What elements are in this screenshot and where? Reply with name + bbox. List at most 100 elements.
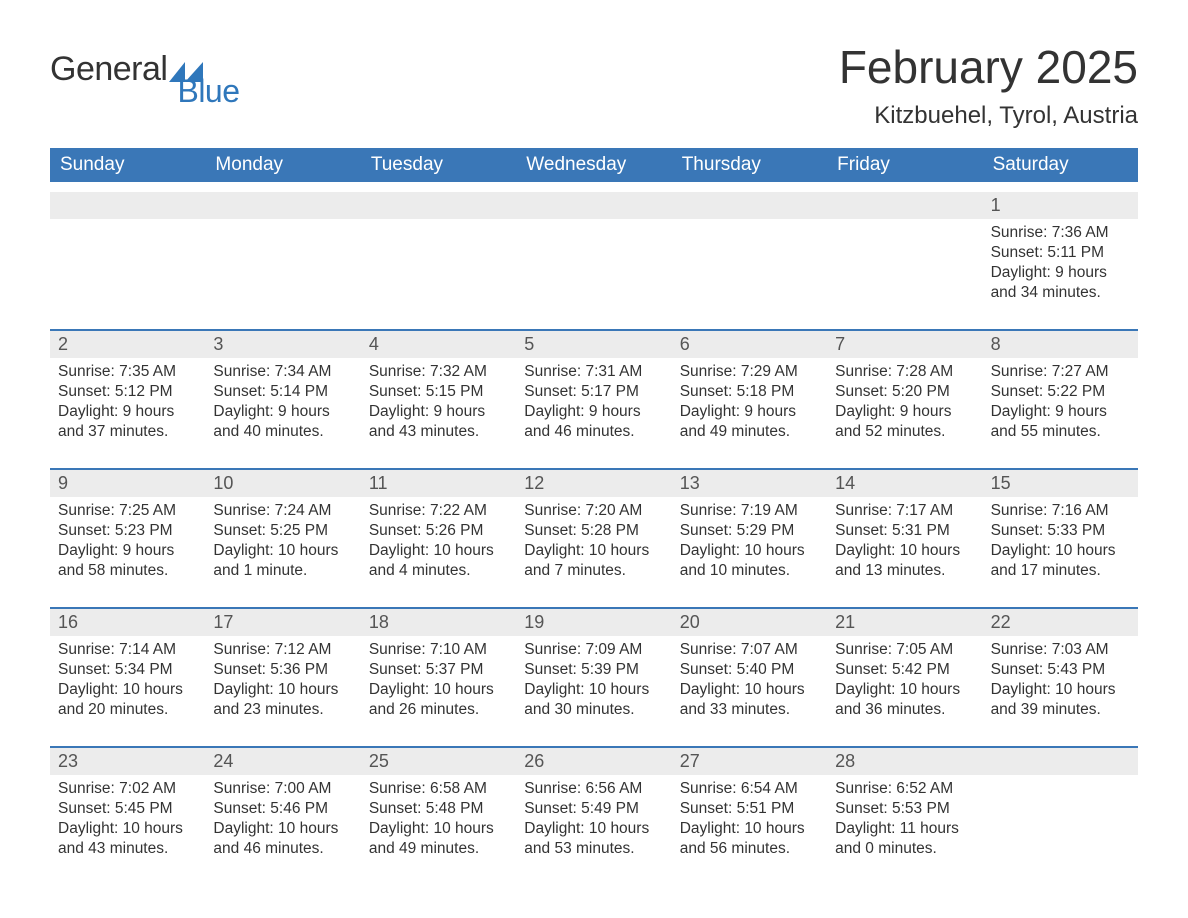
day-number: 5 bbox=[516, 331, 671, 358]
day-details: Sunrise: 7:03 AMSunset: 5:43 PMDaylight:… bbox=[983, 636, 1138, 736]
sunrise-line: Sunrise: 7:32 AM bbox=[369, 362, 508, 382]
sunrise-line: Sunrise: 7:12 AM bbox=[213, 640, 352, 660]
day-number: 16 bbox=[50, 609, 205, 636]
sunrise-line: Sunrise: 7:03 AM bbox=[991, 640, 1130, 660]
day-number: 12 bbox=[516, 470, 671, 497]
day-number bbox=[516, 192, 671, 219]
sunrise-line: Sunrise: 7:19 AM bbox=[680, 501, 819, 521]
day-number: 21 bbox=[827, 609, 982, 636]
week-block: 16171819202122Sunrise: 7:14 AMSunset: 5:… bbox=[50, 607, 1138, 736]
sunrise-line: Sunrise: 7:20 AM bbox=[524, 501, 663, 521]
day-details: Sunrise: 7:12 AMSunset: 5:36 PMDaylight:… bbox=[205, 636, 360, 736]
daylight-line: Daylight: 10 hours and 1 minute. bbox=[213, 541, 352, 581]
day-details: Sunrise: 6:54 AMSunset: 5:51 PMDaylight:… bbox=[672, 775, 827, 875]
daylight-line: Daylight: 10 hours and 46 minutes. bbox=[213, 819, 352, 859]
sunrise-line: Sunrise: 6:54 AM bbox=[680, 779, 819, 799]
day-details: Sunrise: 7:25 AMSunset: 5:23 PMDaylight:… bbox=[50, 497, 205, 597]
daylight-line: Daylight: 10 hours and 20 minutes. bbox=[58, 680, 197, 720]
day-details: Sunrise: 7:28 AMSunset: 5:20 PMDaylight:… bbox=[827, 358, 982, 458]
daylight-line: Daylight: 10 hours and 36 minutes. bbox=[835, 680, 974, 720]
day-details bbox=[361, 219, 516, 319]
day-number bbox=[827, 192, 982, 219]
sunrise-line: Sunrise: 7:07 AM bbox=[680, 640, 819, 660]
day-details: Sunrise: 7:17 AMSunset: 5:31 PMDaylight:… bbox=[827, 497, 982, 597]
week-block: 9101112131415Sunrise: 7:25 AMSunset: 5:2… bbox=[50, 468, 1138, 597]
day-details: Sunrise: 7:27 AMSunset: 5:22 PMDaylight:… bbox=[983, 358, 1138, 458]
sunrise-line: Sunrise: 7:35 AM bbox=[58, 362, 197, 382]
day-details-row: Sunrise: 7:25 AMSunset: 5:23 PMDaylight:… bbox=[50, 497, 1138, 597]
day-details: Sunrise: 7:20 AMSunset: 5:28 PMDaylight:… bbox=[516, 497, 671, 597]
daylight-line: Daylight: 10 hours and 23 minutes. bbox=[213, 680, 352, 720]
sunset-line: Sunset: 5:48 PM bbox=[369, 799, 508, 819]
day-details: Sunrise: 7:09 AMSunset: 5:39 PMDaylight:… bbox=[516, 636, 671, 736]
sunset-line: Sunset: 5:29 PM bbox=[680, 521, 819, 541]
day-number: 7 bbox=[827, 331, 982, 358]
sunrise-line: Sunrise: 7:10 AM bbox=[369, 640, 508, 660]
sunset-line: Sunset: 5:42 PM bbox=[835, 660, 974, 680]
day-details: Sunrise: 6:52 AMSunset: 5:53 PMDaylight:… bbox=[827, 775, 982, 875]
day-details: Sunrise: 7:00 AMSunset: 5:46 PMDaylight:… bbox=[205, 775, 360, 875]
day-details-row: Sunrise: 7:14 AMSunset: 5:34 PMDaylight:… bbox=[50, 636, 1138, 736]
daylight-line: Daylight: 9 hours and 43 minutes. bbox=[369, 402, 508, 442]
daylight-line: Daylight: 9 hours and 34 minutes. bbox=[991, 263, 1130, 303]
sunrise-line: Sunrise: 7:24 AM bbox=[213, 501, 352, 521]
sunrise-line: Sunrise: 7:16 AM bbox=[991, 501, 1130, 521]
day-number-row: 2345678 bbox=[50, 331, 1138, 358]
sunrise-line: Sunrise: 7:31 AM bbox=[524, 362, 663, 382]
daylight-line: Daylight: 9 hours and 58 minutes. bbox=[58, 541, 197, 581]
daylight-line: Daylight: 10 hours and 10 minutes. bbox=[680, 541, 819, 581]
daylight-line: Daylight: 9 hours and 52 minutes. bbox=[835, 402, 974, 442]
sunrise-line: Sunrise: 7:22 AM bbox=[369, 501, 508, 521]
day-number-row: 16171819202122 bbox=[50, 609, 1138, 636]
sunset-line: Sunset: 5:51 PM bbox=[680, 799, 819, 819]
sunset-line: Sunset: 5:39 PM bbox=[524, 660, 663, 680]
daylight-line: Daylight: 10 hours and 7 minutes. bbox=[524, 541, 663, 581]
day-number: 15 bbox=[983, 470, 1138, 497]
sunset-line: Sunset: 5:36 PM bbox=[213, 660, 352, 680]
sunrise-line: Sunrise: 6:58 AM bbox=[369, 779, 508, 799]
daylight-line: Daylight: 10 hours and 39 minutes. bbox=[991, 680, 1130, 720]
day-number: 8 bbox=[983, 331, 1138, 358]
day-number: 11 bbox=[361, 470, 516, 497]
sunrise-line: Sunrise: 7:27 AM bbox=[991, 362, 1130, 382]
sunset-line: Sunset: 5:45 PM bbox=[58, 799, 197, 819]
day-number: 27 bbox=[672, 748, 827, 775]
daylight-line: Daylight: 9 hours and 55 minutes. bbox=[991, 402, 1130, 442]
day-details: Sunrise: 7:36 AMSunset: 5:11 PMDaylight:… bbox=[983, 219, 1138, 319]
day-number: 20 bbox=[672, 609, 827, 636]
sunset-line: Sunset: 5:15 PM bbox=[369, 382, 508, 402]
day-number: 14 bbox=[827, 470, 982, 497]
sunrise-line: Sunrise: 7:05 AM bbox=[835, 640, 974, 660]
daylight-line: Daylight: 10 hours and 33 minutes. bbox=[680, 680, 819, 720]
day-details: Sunrise: 7:29 AMSunset: 5:18 PMDaylight:… bbox=[672, 358, 827, 458]
week-block: 2345678 Sunrise: 7:35 AMSunset: 5:12 PM Da… bbox=[50, 329, 1138, 458]
day-details-row: Sunrise: 7:35 AMSunset: 5:12 PM Daylight:… bbox=[50, 358, 1138, 458]
week-block: 232425262728Sunrise: 7:02 AMSunset: 5:45… bbox=[50, 746, 1138, 875]
sunrise-line: Sunrise: 7:29 AM bbox=[680, 362, 819, 382]
sunrise-line: Sunrise: 7:28 AM bbox=[835, 362, 974, 382]
sunrise-line: Sunrise: 7:09 AM bbox=[524, 640, 663, 660]
day-details bbox=[50, 219, 205, 319]
sunset-line: Sunset: 5:12 PM bbox=[58, 382, 197, 402]
day-details: Sunrise: 7:32 AMSunset: 5:15 PMDaylight:… bbox=[361, 358, 516, 458]
daylight-line: Daylight: 9 hours and 40 minutes. bbox=[213, 402, 352, 442]
day-details: Sunrise: 6:56 AMSunset: 5:49 PMDaylight:… bbox=[516, 775, 671, 875]
logo-text-general: General bbox=[50, 50, 167, 89]
day-details: Sunrise: 7:22 AMSunset: 5:26 PMDaylight:… bbox=[361, 497, 516, 597]
day-details-row: Sunrise: 7:36 AMSunset: 5:11 PMDaylight:… bbox=[50, 219, 1138, 319]
day-details: Sunrise: 7:14 AMSunset: 5:34 PMDaylight:… bbox=[50, 636, 205, 736]
sunset-line: Sunset: 5:34 PM bbox=[58, 660, 197, 680]
sunset-line: Sunset: 5:23 PM bbox=[58, 521, 197, 541]
month-title: February 2025 bbox=[839, 40, 1138, 94]
title-block: February 2025 Kitzbuehel, Tyrol, Austria bbox=[839, 40, 1138, 130]
day-details: Sunrise: 6:58 AMSunset: 5:48 PMDaylight:… bbox=[361, 775, 516, 875]
sunset-line: Sunset: 5:18 PM bbox=[680, 382, 819, 402]
day-header: Friday bbox=[827, 148, 982, 182]
day-number: 17 bbox=[205, 609, 360, 636]
day-header: Saturday bbox=[983, 148, 1138, 182]
day-details-row: Sunrise: 7:02 AMSunset: 5:45 PMDaylight:… bbox=[50, 775, 1138, 875]
day-details bbox=[205, 219, 360, 319]
sunrise-line: Sunrise: 7:34 AM bbox=[213, 362, 352, 382]
daylight-line: Daylight: 10 hours and 13 minutes. bbox=[835, 541, 974, 581]
day-details: Sunrise: 7:35 AMSunset: 5:12 PMDaylight:… bbox=[50, 358, 205, 458]
